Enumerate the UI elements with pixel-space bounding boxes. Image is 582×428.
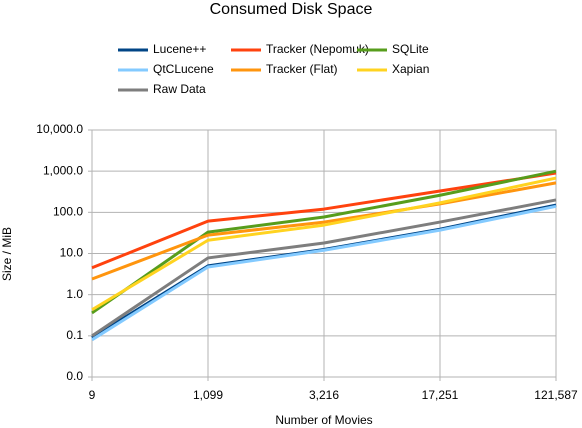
legend-label: Raw Data xyxy=(153,82,206,96)
y-tick-label: 10,000.0 xyxy=(36,122,83,136)
series-line xyxy=(91,169,557,315)
legend-label: Xapian xyxy=(392,62,429,76)
series-line xyxy=(91,171,557,270)
plot-frame xyxy=(91,129,557,378)
legend-label: SQLite xyxy=(392,42,429,56)
series-line xyxy=(91,204,557,342)
series-line xyxy=(91,181,557,281)
legend-label: Tracker (Nepomuk) xyxy=(266,42,369,56)
x-tick-label: 3,216 xyxy=(309,388,339,402)
series-line xyxy=(91,198,557,338)
legend-label: Lucene++ xyxy=(153,42,206,56)
y-tick-label: 0.0 xyxy=(66,369,83,383)
y-tick-label: 1.0 xyxy=(66,287,83,301)
x-axis-label: Number of Movies xyxy=(275,413,372,427)
x-tick-label: 121,587 xyxy=(534,388,578,402)
x-tick-label: 1,099 xyxy=(193,388,223,402)
series-line xyxy=(91,176,557,312)
chart-title: Consumed Disk Space xyxy=(210,1,373,18)
y-axis-label: Size / MiB xyxy=(0,227,14,281)
y-tick-label: 10.0 xyxy=(60,246,84,260)
y-tick-label: 1,000.0 xyxy=(43,163,83,177)
legend-label: Tracker (Flat) xyxy=(266,62,338,76)
x-tick-label: 9 xyxy=(89,388,96,402)
y-tick-label: 0.1 xyxy=(66,328,83,342)
y-tick-label: 100.0 xyxy=(53,205,83,219)
legend-label: QtCLucene xyxy=(153,62,214,76)
x-tick-label: 17,251 xyxy=(422,388,459,402)
